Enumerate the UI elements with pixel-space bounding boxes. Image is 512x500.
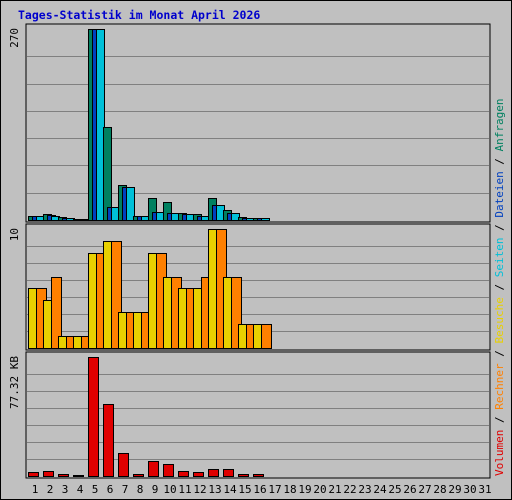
- x-tick-label-22: 22: [343, 483, 356, 496]
- bar-rechner-day-14: [231, 277, 242, 349]
- bar-volumen-day-4: [73, 475, 84, 477]
- x-tick-label-31: 31: [478, 483, 491, 496]
- bar-seiten-day-16: [261, 218, 270, 221]
- x-tick-label-3: 3: [62, 483, 69, 496]
- x-tick-label-5: 5: [92, 483, 99, 496]
- bar-volumen-day-3: [58, 474, 69, 477]
- x-tick-label-18: 18: [283, 483, 296, 496]
- x-tick-label-1: 1: [32, 483, 39, 496]
- bar-volumen-day-6: [103, 404, 114, 477]
- bar-rechner-day-2: [51, 277, 62, 349]
- x-tick-label-13: 13: [208, 483, 221, 496]
- panel-visits: 10: [8, 223, 491, 351]
- legend-entry-10: Anfragen: [493, 98, 506, 151]
- right-legend-text: Volumen / Rechner / Besuche / Seiten / D…: [493, 98, 506, 476]
- x-tick-label-21: 21: [328, 483, 341, 496]
- x-tick-label-6: 6: [107, 483, 114, 496]
- x-tick-label-26: 26: [403, 483, 416, 496]
- bar-volumen-day-8: [133, 474, 144, 477]
- legend-entry-5: /: [493, 277, 506, 297]
- bar-volumen-day-12: [193, 472, 204, 477]
- bar-rechner-day-6: [111, 241, 122, 349]
- legend-entry-9: /: [493, 151, 506, 171]
- legend-entry-6: Seiten: [493, 238, 506, 278]
- bar-volumen-day-9: [148, 461, 159, 477]
- x-tick-label-19: 19: [298, 483, 311, 496]
- x-tick-label-23: 23: [358, 483, 371, 496]
- bar-volumen-day-15: [238, 474, 249, 477]
- x-tick-label-8: 8: [137, 483, 144, 496]
- x-tick-label-9: 9: [152, 483, 159, 496]
- bar-seiten-day-7: [126, 187, 135, 221]
- x-tick-label-4: 4: [77, 483, 84, 496]
- bar-volumen-day-11: [178, 471, 189, 477]
- x-tick-label-2: 2: [47, 483, 54, 496]
- x-tick-label-15: 15: [238, 483, 251, 496]
- legend-entry-7: /: [493, 218, 506, 238]
- x-tick-label-17: 17: [268, 483, 281, 496]
- x-tick-label-20: 20: [313, 483, 326, 496]
- y-axis-max-label: 270: [8, 28, 21, 48]
- x-tick-label-12: 12: [193, 483, 206, 496]
- x-tick-label-24: 24: [373, 483, 387, 496]
- legend-entry-1: /: [493, 410, 506, 430]
- x-tick-label-14: 14: [223, 483, 237, 496]
- legend-entry-0: Volumen: [493, 430, 506, 476]
- x-tick-label-25: 25: [388, 483, 401, 496]
- panel-requests: 270: [8, 23, 491, 223]
- bar-volumen-day-13: [208, 469, 219, 477]
- legend-entry-3: /: [493, 344, 506, 364]
- panel-volume: 77.32 KB: [8, 351, 491, 479]
- x-tick-label-10: 10: [163, 483, 176, 496]
- x-tick-label-27: 27: [418, 483, 431, 496]
- bar-anfragen-day-6: [103, 127, 112, 221]
- bar-volumen-day-10: [163, 464, 174, 477]
- bar-seiten-day-5: [96, 29, 105, 221]
- bar-volumen-day-16: [253, 474, 264, 477]
- bar-rechner-day-16: [261, 324, 272, 349]
- bar-volumen-day-5: [88, 357, 99, 477]
- legend-entry-4: Besuche: [493, 297, 506, 343]
- x-tick-label-7: 7: [122, 483, 129, 496]
- x-axis-tick-labels: 1 2 3 4 5 6 7 8 9 10 11 12 13 14 15 16 17 18 19 20 21 22 23 24 2…: [32, 483, 492, 496]
- y-axis-max-label: 77.32 KB: [8, 356, 21, 409]
- x-tick-label-29: 29: [448, 483, 461, 496]
- bar-volumen-day-1: [28, 472, 39, 477]
- bar-volumen-day-14: [223, 469, 234, 477]
- x-tick-label-30: 30: [463, 483, 476, 496]
- legend-entry-2: Rechner: [493, 363, 506, 410]
- x-tick-label-28: 28: [433, 483, 446, 496]
- legend-entry-8: Dateien: [493, 171, 506, 217]
- chart-panels: 270 10 77.32 KB: [8, 23, 491, 479]
- x-tick-label-16: 16: [253, 483, 266, 496]
- bar-volumen-day-7: [118, 453, 129, 477]
- right-legend: Volumen / Rechner / Besuche / Seiten / D…: [493, 98, 506, 476]
- bar-volumen-day-2: [43, 471, 54, 477]
- chart-title: Tages-Statistik im Monat April 2026: [18, 8, 260, 22]
- y-axis-max-label: 10: [8, 228, 21, 241]
- x-tick-label-11: 11: [178, 483, 191, 496]
